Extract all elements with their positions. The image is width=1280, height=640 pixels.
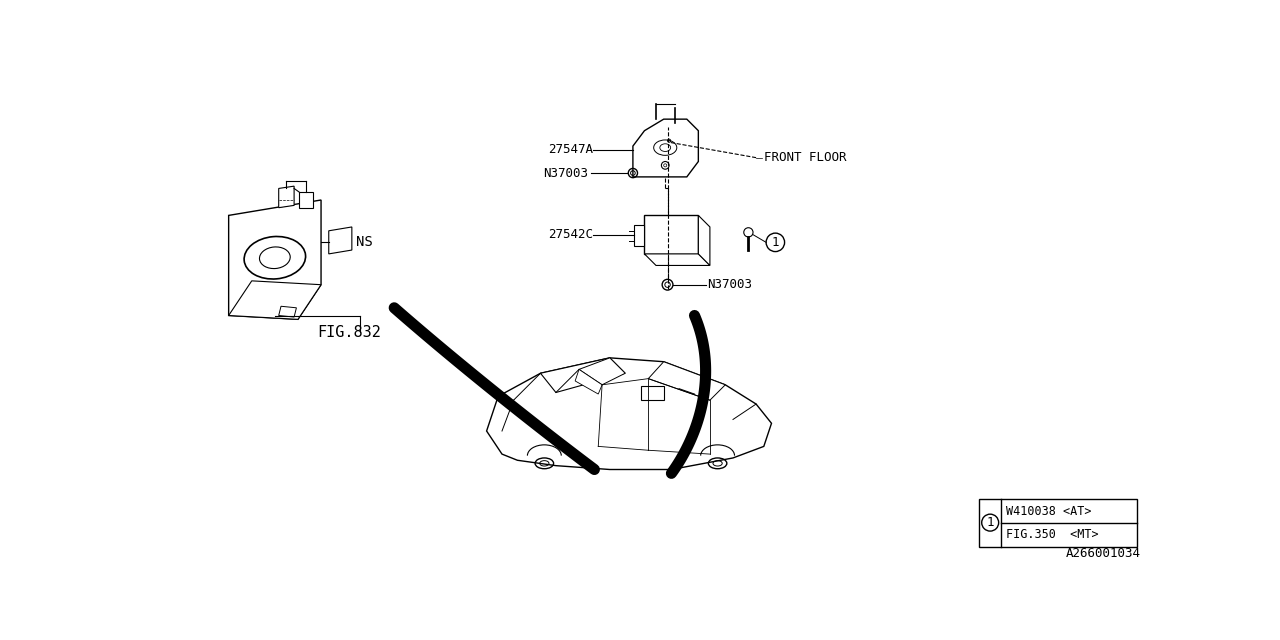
Polygon shape (540, 358, 625, 392)
Text: NS: NS (356, 236, 372, 250)
Polygon shape (229, 200, 321, 319)
Polygon shape (229, 281, 321, 319)
Polygon shape (575, 369, 602, 394)
Polygon shape (699, 216, 710, 266)
Text: 1: 1 (987, 516, 995, 529)
Polygon shape (329, 227, 352, 254)
Polygon shape (279, 307, 297, 317)
Polygon shape (486, 358, 772, 470)
Text: FRONT FLOOR: FRONT FLOOR (764, 151, 846, 164)
Polygon shape (644, 254, 710, 266)
Polygon shape (632, 119, 699, 177)
Polygon shape (644, 216, 699, 254)
Text: W410038 <AT>: W410038 <AT> (1006, 504, 1091, 518)
Text: 1: 1 (772, 236, 780, 249)
Bar (640, 387, 664, 400)
Bar (979, 499, 1137, 547)
Text: 27542C: 27542C (548, 228, 593, 241)
Text: 27547A: 27547A (548, 143, 593, 156)
Polygon shape (648, 362, 726, 400)
Polygon shape (279, 186, 294, 208)
Polygon shape (579, 358, 625, 385)
Text: FIG.350  <MT>: FIG.350 <MT> (1006, 529, 1098, 541)
Polygon shape (635, 225, 644, 246)
Text: A266001034: A266001034 (1066, 547, 1140, 561)
Text: FIG.832: FIG.832 (317, 325, 381, 340)
Polygon shape (300, 192, 314, 208)
Text: N37003: N37003 (543, 166, 589, 180)
Text: N37003: N37003 (708, 278, 753, 291)
